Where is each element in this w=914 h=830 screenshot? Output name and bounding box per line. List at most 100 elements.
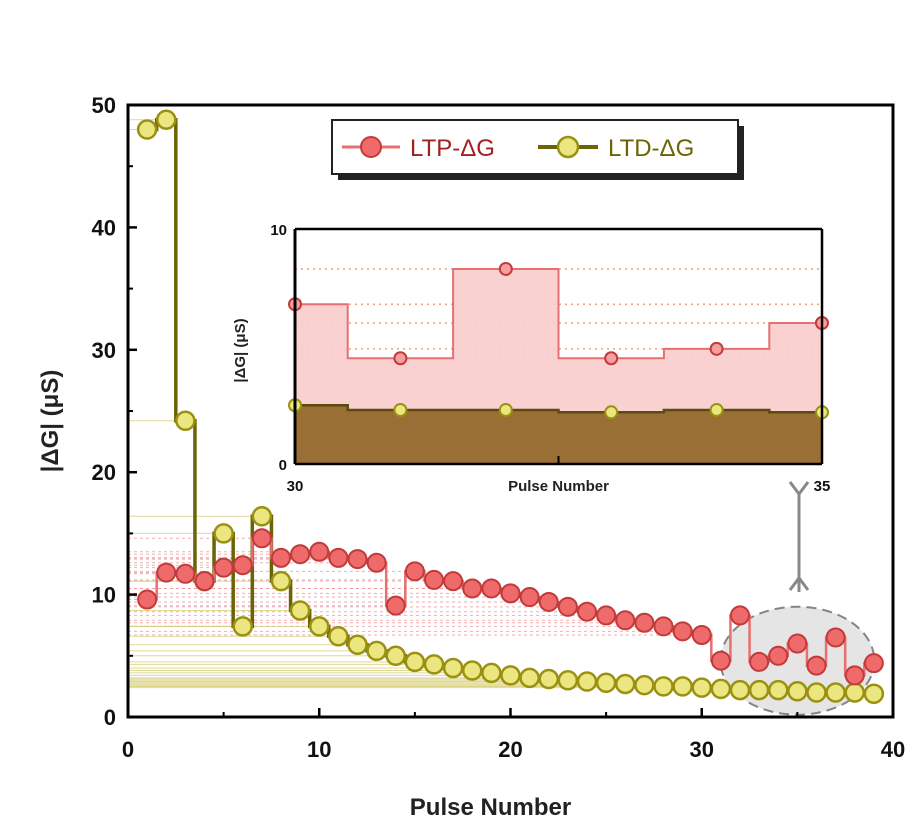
ltp-point xyxy=(768,645,789,666)
ltd-point xyxy=(309,616,330,637)
legend-ltd-marker xyxy=(556,135,580,159)
inset-ltp-point xyxy=(498,261,513,276)
ltp-point xyxy=(787,633,808,654)
ltd-point xyxy=(595,672,617,693)
x-tick-label: 20 xyxy=(498,737,522,762)
y-tick-label: 20 xyxy=(92,460,116,485)
ltp-point xyxy=(232,555,253,576)
inset-y-tick-label: 10 xyxy=(270,222,287,239)
ltp-point xyxy=(557,596,578,617)
ltp-point xyxy=(500,583,521,604)
ltd-point xyxy=(806,682,827,703)
ltp-markers xyxy=(137,528,884,686)
legend-ltp-label: LTP-ΔG xyxy=(410,135,495,162)
ltp-point xyxy=(615,610,636,631)
ltd-point xyxy=(404,651,426,673)
ltp-point xyxy=(137,589,158,610)
ltd-point xyxy=(557,670,579,691)
ltd-point xyxy=(156,109,177,130)
ltd-point xyxy=(576,671,598,692)
ltd-point xyxy=(442,657,464,679)
ltd-point xyxy=(863,683,885,704)
ltd-point xyxy=(289,600,311,621)
legend: LTP-ΔG LTD-ΔG xyxy=(331,119,744,180)
ltd-point xyxy=(251,506,273,527)
inset-ltd-point xyxy=(604,405,619,420)
ltd-point xyxy=(270,570,292,592)
ltp-point xyxy=(825,627,846,648)
ltp-point xyxy=(404,561,425,582)
x-tick-label: 10 xyxy=(307,737,331,762)
ltp-point xyxy=(672,621,693,642)
ltd-point xyxy=(729,679,751,701)
ltp-point xyxy=(634,612,655,633)
inset-x-tick-label: 35 xyxy=(814,478,831,495)
ltp-point xyxy=(290,544,311,565)
inset-ltd-area xyxy=(295,405,822,464)
zoom-connector xyxy=(788,481,810,592)
ltd-point xyxy=(844,682,865,703)
ltd-point xyxy=(175,410,196,432)
ltp-point xyxy=(271,547,291,568)
y-axis-title: |ΔG| (μS) xyxy=(37,370,64,473)
ltd-point xyxy=(825,682,846,703)
ltp-point xyxy=(194,571,215,592)
x-tick-label: 40 xyxy=(881,737,905,762)
ltd-point xyxy=(213,523,234,544)
y-axis-ticks: 0 10 20 30 40 50 xyxy=(92,93,137,730)
ltp-point xyxy=(806,655,827,676)
ltd-point xyxy=(500,665,521,686)
ltp-point xyxy=(538,591,559,612)
ltp-point xyxy=(251,528,272,549)
inset-ltp-point xyxy=(604,351,619,366)
ltp-point xyxy=(424,569,444,590)
ltp-point xyxy=(691,624,712,645)
inset-ltp-point xyxy=(393,351,408,366)
inset-ltp-point xyxy=(709,341,724,356)
ltd-point xyxy=(136,119,158,140)
y-tick-label: 0 xyxy=(104,705,116,730)
y-tick-label: 30 xyxy=(92,338,116,363)
x-axis-title: Pulse Number xyxy=(410,794,571,821)
legend-ltd-label: LTD-ΔG xyxy=(608,135,694,162)
y-tick-label: 40 xyxy=(92,215,116,240)
ltd-point xyxy=(385,645,406,667)
y-tick-label: 10 xyxy=(92,583,116,608)
ltd-point xyxy=(634,674,655,696)
y-tick-label: 50 xyxy=(92,93,116,118)
legend-ltp-marker xyxy=(360,136,382,158)
inset-y-axis-title: |ΔG| (μS) xyxy=(232,318,249,382)
ltp-point xyxy=(653,616,674,637)
ltp-point xyxy=(366,552,387,573)
ltp-point xyxy=(309,541,330,562)
ltd-point xyxy=(462,660,483,681)
inset-x-tick-label: 30 xyxy=(287,478,304,495)
ltd-point xyxy=(232,616,253,637)
ltd-point xyxy=(653,676,674,697)
ltd-point xyxy=(538,668,559,690)
ltp-point xyxy=(730,605,750,626)
x-axis-ticks: 0 10 20 30 40 xyxy=(122,708,905,762)
x-tick-label: 30 xyxy=(690,737,714,762)
ltp-point xyxy=(577,601,597,622)
inset-plot: 30 35 0 10 Pulse Number |ΔG| (μS) xyxy=(232,222,830,495)
guide-lines-ltp xyxy=(128,537,702,636)
ltd-point xyxy=(423,654,445,675)
inset-ltd-point xyxy=(393,402,408,417)
ltd-point xyxy=(748,679,770,701)
connector-arrow-top xyxy=(788,481,810,497)
ltd-point xyxy=(481,662,502,684)
ltd-point xyxy=(615,673,636,695)
ltp-point xyxy=(443,571,464,592)
inset-x-axis-title: Pulse Number xyxy=(508,478,609,495)
ltd-point xyxy=(347,634,368,656)
inset-ltd-line xyxy=(295,404,822,414)
ltd-point xyxy=(768,679,789,701)
ltp-point xyxy=(213,557,234,578)
ltp-point xyxy=(749,651,770,672)
ltp-point xyxy=(596,605,617,626)
ltd-point xyxy=(691,677,712,698)
ltp-point xyxy=(462,578,483,599)
